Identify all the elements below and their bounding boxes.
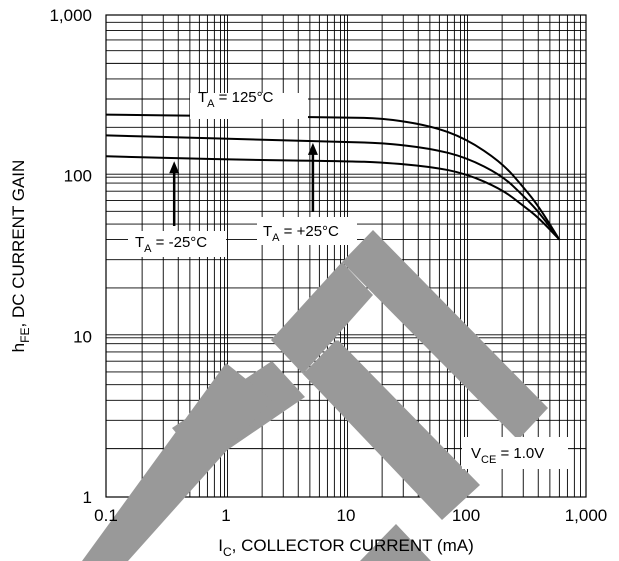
y-tick-label: 1,000 — [49, 6, 92, 25]
annotation-bg — [128, 231, 226, 257]
axis-labels: IC, COLLECTOR CURRENT (mA) hFE, DC CURREN… — [9, 160, 474, 559]
y-tick-label: 1 — [83, 488, 92, 507]
arrows — [169, 142, 318, 226]
curve-ta-minus25c — [105, 155, 561, 241]
x-tick-label: 0.1 — [94, 506, 118, 525]
watermark-e-top — [342, 230, 548, 440]
annotation-bg — [190, 93, 308, 119]
annotation-tam25: TA = -25°C — [128, 231, 226, 257]
arrow-ta-minus25c-head — [169, 161, 180, 174]
annotation-ta25: TA = +25°C — [257, 217, 357, 245]
watermark-e-low — [303, 340, 480, 520]
x-tick-label: 100 — [452, 506, 480, 525]
annotations: TA = 125°C TA = +25°C TA = -25°C VCE = 1.0V — [128, 89, 568, 469]
annotation-label: TA = +25°C — [263, 223, 339, 244]
x-axis-label: IC, COLLECTOR CURRENT (mA) — [218, 536, 474, 559]
y-tick-label: 10 — [73, 327, 92, 346]
x-tick-label: 10 — [337, 506, 356, 525]
x-tick-label: 1,000 — [565, 506, 608, 525]
annotation-label: VCE = 1.0V — [471, 445, 544, 466]
annotation-ta125: TA = 125°C — [190, 89, 308, 119]
watermark-e-spine — [271, 262, 373, 374]
y-tick-label: 100 — [64, 167, 92, 186]
watermark-t-stem — [82, 363, 272, 561]
annotation-vce: VCE = 1.0V — [462, 437, 568, 469]
watermark-e-bot — [360, 524, 431, 561]
arrow-ta-25c-head — [307, 142, 318, 155]
curve-ta-25c — [105, 134, 561, 241]
watermark-logo — [82, 230, 548, 561]
annotation-bg — [257, 217, 357, 245]
annotation-bg — [462, 437, 568, 469]
x-tick-label: 1 — [221, 506, 230, 525]
annotation-label: TA = -25°C — [135, 234, 207, 255]
y-axis-label: hFE, DC CURRENT GAIN — [9, 160, 32, 353]
annotation-label: TA = 125°C — [198, 89, 274, 110]
